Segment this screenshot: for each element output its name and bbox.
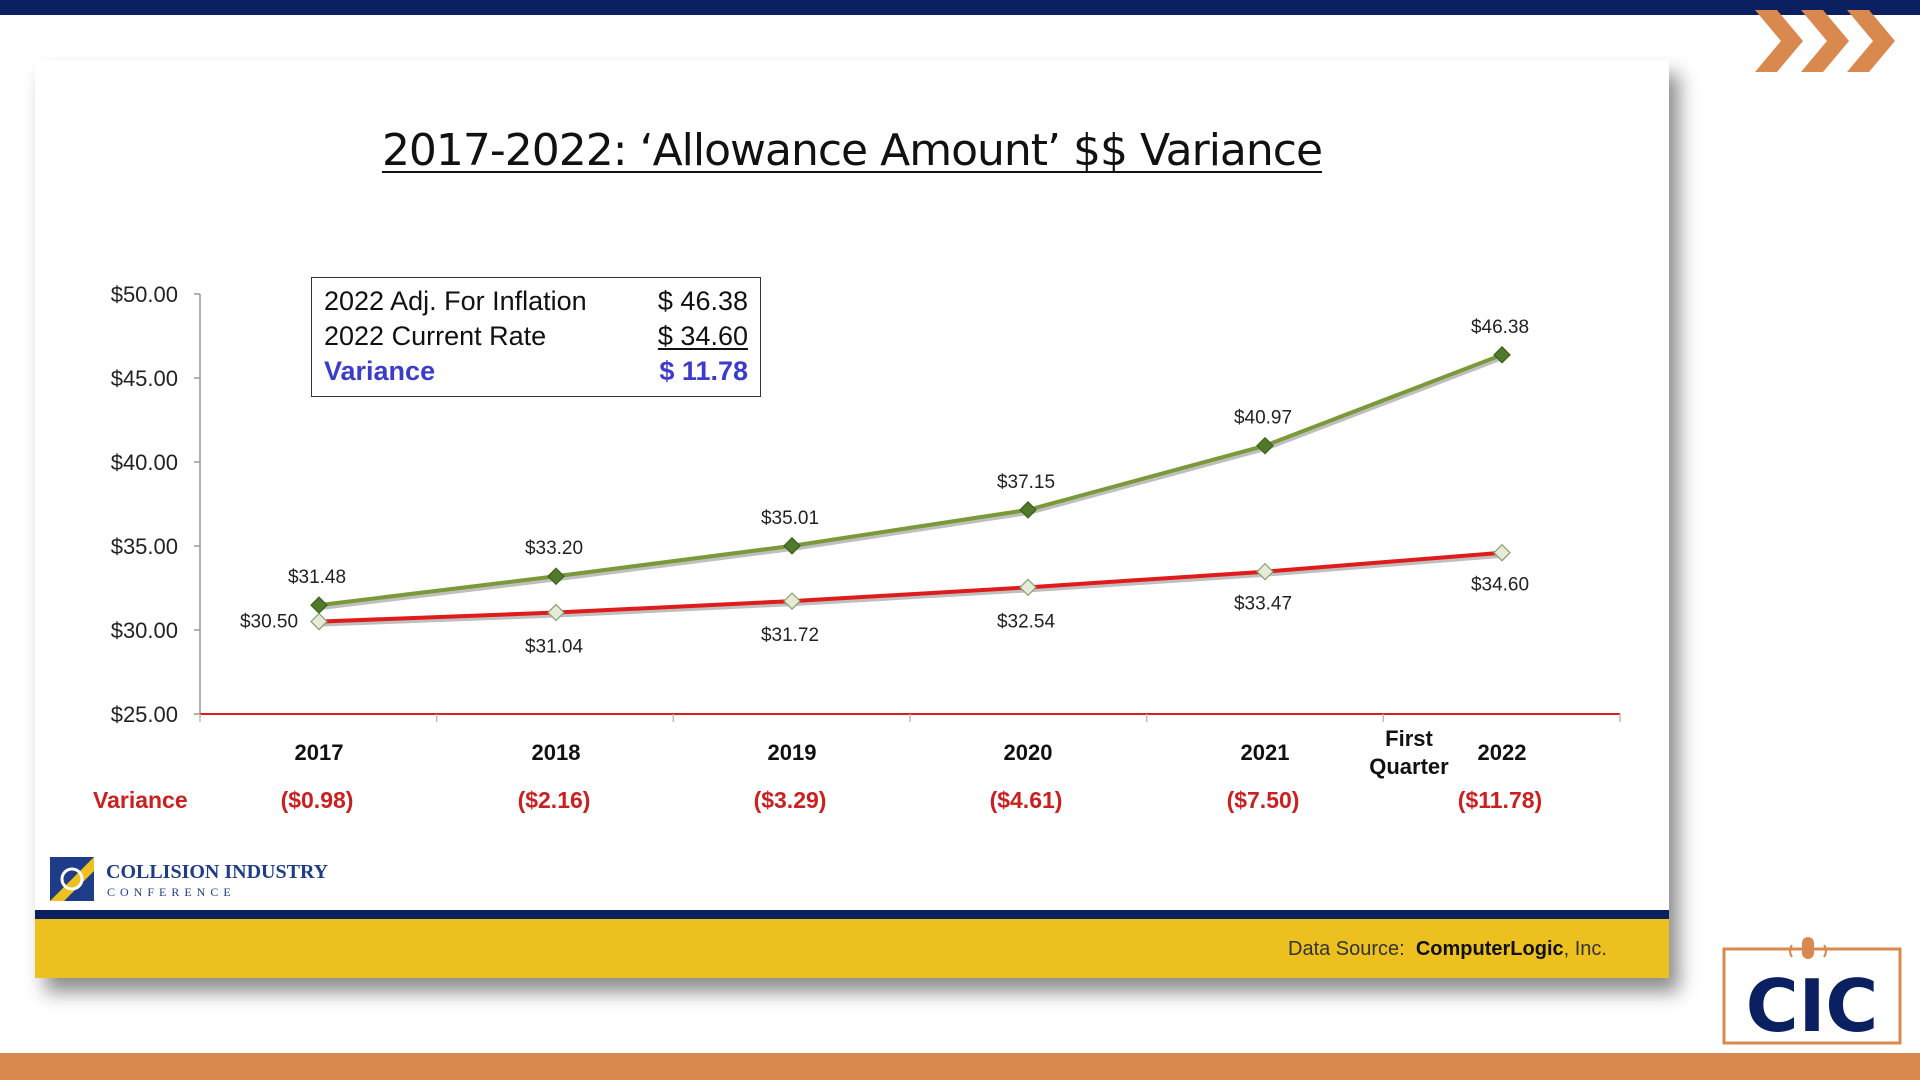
y-tick-label: $45.00	[111, 366, 178, 391]
data-label: $31.48	[288, 567, 346, 588]
series-line-shadow	[319, 553, 1504, 627]
variance-value: ($2.16)	[518, 787, 591, 813]
series-line-shadow	[319, 355, 1504, 611]
x-category-label: 2021	[1241, 740, 1290, 765]
data-label: $40.97	[1234, 408, 1292, 429]
data-point-marker	[310, 596, 328, 614]
info-row-variance: Variance $ 11.78	[324, 356, 748, 386]
line-chart: $25.00 $30.00 $35.00 $40.00 $45.00 $50.00 2017…	[93, 282, 1621, 813]
x-category-label: 2017	[295, 740, 344, 765]
data-label: $35.01	[761, 508, 819, 529]
cic-globe-icon	[50, 857, 94, 901]
y-tick-label: $35.00	[111, 534, 178, 559]
first-quarter-label: Quarter	[1369, 754, 1449, 779]
info-row-adjusted: 2022 Adj. For Inflation $ 46.38	[324, 286, 748, 316]
series-line-red	[318, 550, 1503, 624]
top-navy-bar	[0, 0, 1920, 15]
y-tick-label: $40.00	[111, 450, 178, 475]
data-point-marker	[1256, 562, 1274, 581]
data-point-marker	[1019, 501, 1037, 519]
inflation-info-box: 2022 Adj. For Inflation $ 46.38 2022 Cur…	[311, 277, 761, 397]
x-category-label: 2018	[532, 740, 581, 765]
x-category-label: 2020	[1004, 740, 1053, 765]
data-point-marker	[783, 592, 801, 610]
data-label: $46.38	[1471, 317, 1529, 338]
variance-row-label: Variance	[93, 787, 188, 813]
data-point-marker	[1019, 578, 1037, 597]
data-point-marker	[310, 612, 328, 631]
x-category-label: 2022	[1478, 740, 1527, 765]
footer-gold-band	[35, 919, 1669, 978]
x-category-label: 2019	[768, 740, 817, 765]
data-label: $37.15	[997, 472, 1055, 493]
collision-industry-logo: COLLISION INDUSTRY CONFERENCE	[50, 857, 350, 907]
first-quarter-label: First	[1385, 726, 1433, 751]
footer-navy-stripe	[35, 910, 1669, 919]
data-label: $33.47	[1234, 594, 1292, 615]
data-label: $30.50	[240, 612, 298, 633]
variance-value: ($4.61)	[990, 787, 1063, 813]
data-label: $33.20	[525, 538, 583, 559]
data-label: $34.60	[1471, 575, 1529, 596]
data-label: $32.54	[997, 611, 1056, 632]
data-point-marker	[1256, 436, 1274, 455]
y-tick-label: $30.00	[111, 618, 178, 643]
variance-value: ($3.29)	[754, 787, 827, 813]
slide-title: 2017-2022: ‘Allowance Amount’ $$ Varianc…	[381, 125, 1323, 176]
data-point-marker	[547, 567, 565, 586]
slide-panel: 2017-2022: ‘Allowance Amount’ $$ Varianc…	[35, 60, 1669, 978]
data-point-marker	[1493, 543, 1511, 562]
data-label: $31.04	[525, 637, 584, 658]
variance-value: ($0.98)	[281, 787, 354, 813]
cic-badge-logo: CIC	[1722, 937, 1902, 1045]
data-source-caption: Data Source: ComputerLogic, Inc.	[1288, 938, 1607, 960]
chevron-arrows-icon	[1755, 10, 1895, 72]
data-point-marker	[1493, 345, 1511, 364]
variance-value: ($11.78)	[1458, 787, 1542, 813]
data-label: $31.72	[761, 625, 819, 646]
y-tick-label: $50.00	[111, 282, 178, 307]
svg-text:CIC: CIC	[1746, 964, 1878, 1045]
data-point-marker	[783, 536, 801, 555]
y-tick-label: $25.00	[111, 702, 178, 727]
microphone-icon	[1802, 937, 1814, 959]
info-row-current: 2022 Current Rate $ 34.60	[324, 321, 748, 351]
data-point-marker	[547, 603, 565, 622]
series-line-green	[318, 352, 1503, 608]
variance-value: ($7.50)	[1227, 787, 1300, 813]
bottom-orange-bar	[0, 1053, 1920, 1080]
